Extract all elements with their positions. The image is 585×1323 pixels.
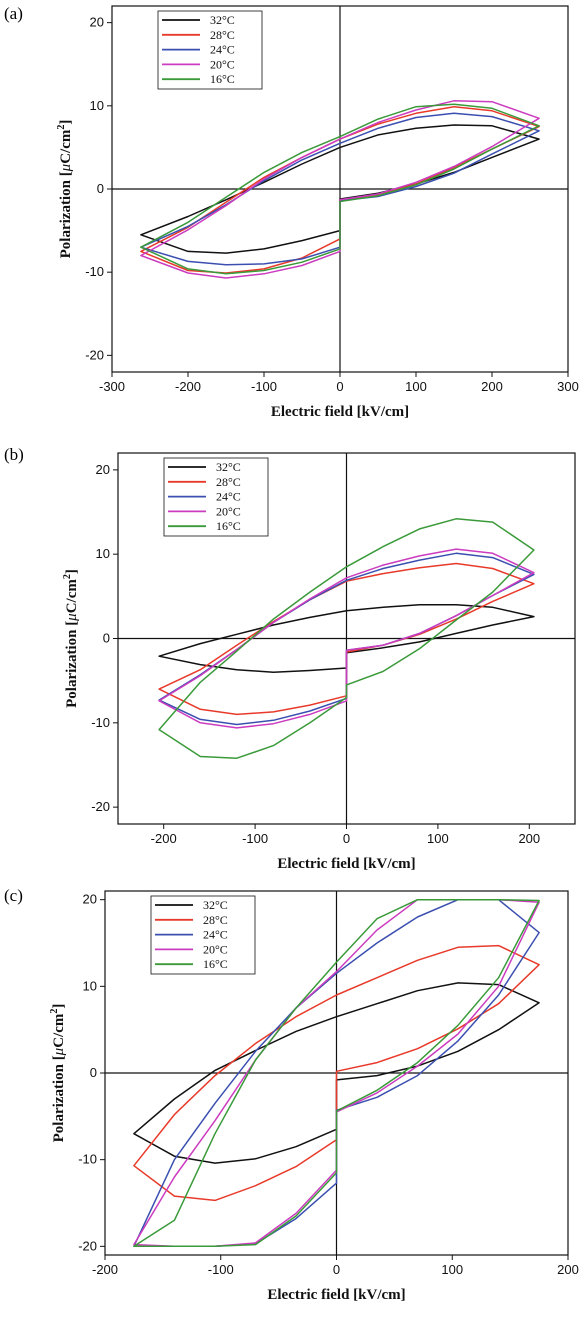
x-tick-label: -200: [151, 831, 177, 846]
x-tick-label: -100: [251, 379, 277, 394]
y-axis-label: Polarization [μC/cm2]: [62, 569, 80, 708]
x-axis-label: Electric field [kV/cm]: [267, 1287, 405, 1303]
legend-entry: 28°C: [216, 475, 241, 489]
y-tick-label: -20: [91, 799, 110, 814]
y-tick-label: 20: [90, 15, 104, 30]
chart-panel-a: (a) -300 -200 -100 0 100 200 300 -20 -10 0 10 20 32°…: [0, 0, 585, 441]
y-tick-label: -20: [78, 1238, 97, 1253]
legend-entry: 28°C: [203, 913, 228, 927]
y-tick-label: 0: [103, 631, 110, 646]
x-tick-label: 100: [427, 831, 449, 846]
x-tick-label: 100: [441, 1262, 463, 1277]
y-tick-label: 10: [90, 98, 104, 113]
legend-entry: 24°C: [210, 43, 235, 57]
x-axis-label: Electric field [kV/cm]: [277, 856, 415, 872]
y-tick-label: 0: [97, 181, 104, 196]
x-tick-label: -200: [175, 379, 201, 394]
y-axis-label-superscript: 2: [49, 1009, 60, 1014]
y-axis-label-close: ]: [64, 569, 80, 574]
legend-entry: 28°C: [210, 28, 235, 42]
legend-entry: 32°C: [203, 898, 228, 912]
series-line: [158, 518, 535, 759]
x-tick-label: 100: [405, 379, 427, 394]
y-axis-label-close: ]: [58, 120, 74, 125]
series-line: [140, 103, 540, 275]
y-axis-label-unit: C/cm: [51, 1013, 67, 1048]
y-axis-label-superscript: 2: [62, 574, 73, 579]
y-tick-label: 10: [96, 546, 110, 561]
y-tick-label: -10: [91, 715, 110, 730]
x-tick-label: -100: [242, 831, 268, 846]
y-tick-label: -10: [78, 1152, 97, 1167]
x-tick-label: -100: [208, 1262, 234, 1277]
legend-entry: 16°C: [216, 519, 241, 533]
x-tick-label: 0: [336, 379, 343, 394]
y-axis-label-superscript: 2: [56, 125, 67, 130]
legend-entry: 24°C: [203, 928, 228, 942]
x-tick-label: -200: [92, 1262, 118, 1277]
y-tick-label: 20: [96, 462, 110, 477]
x-tick-label: 200: [481, 379, 503, 394]
chart-panel-c: (c) -200 -100 0 100 200 -20 -10 0 10 20 32°C 28°C 24…: [0, 882, 585, 1323]
series-line: [133, 944, 540, 1202]
legend-entry: 32°C: [210, 13, 235, 27]
y-axis-label-unit: C/cm: [64, 579, 80, 614]
y-axis-label: Polarization [μC/cm2]: [49, 1004, 67, 1143]
x-tick-label: 300: [557, 379, 579, 394]
legend-entry: 20°C: [203, 942, 228, 956]
x-axis-label: Electric field [kV/cm]: [271, 404, 409, 420]
y-axis-label-unit: C/cm: [58, 129, 74, 164]
x-tick-label: 0: [343, 831, 350, 846]
x-tick-label: 200: [518, 831, 540, 846]
y-axis-label-main: Polarization [: [58, 171, 74, 258]
x-tick-label: -300: [99, 379, 125, 394]
y-axis-label-mu: μ: [58, 163, 74, 172]
y-axis-label-mu: μ: [51, 1047, 67, 1056]
y-axis-label-close: ]: [51, 1004, 67, 1009]
y-axis-label: Polarization [μC/cm2]: [56, 120, 74, 259]
legend-entry: 16°C: [210, 72, 235, 86]
panel-label: (c): [4, 886, 23, 905]
x-tick-label: 200: [557, 1262, 579, 1277]
y-axis-label-main: Polarization [: [64, 621, 80, 708]
panel-label: (a): [4, 4, 23, 23]
panel-label: (b): [4, 445, 24, 464]
legend-entry: 32°C: [216, 460, 241, 474]
legend-entry: 20°C: [210, 57, 235, 71]
y-tick-label: 0: [90, 1065, 97, 1080]
legend-entry: 24°C: [216, 490, 241, 504]
series-line: [133, 898, 540, 1248]
y-tick-label: -10: [85, 264, 104, 279]
y-tick-label: 20: [83, 892, 97, 907]
y-tick-label: -20: [85, 347, 104, 362]
legend-entry: 16°C: [203, 957, 228, 971]
y-axis-label-mu: μ: [64, 613, 80, 622]
series-line: [158, 548, 535, 729]
y-axis-label-main: Polarization [: [51, 1055, 67, 1142]
chart-panel-b: (b) -200 -100 0 100 200 -20 -10 0 10 20 32°C 28°C 24…: [0, 441, 585, 882]
y-tick-label: 10: [83, 978, 97, 993]
x-tick-label: 0: [333, 1262, 340, 1277]
legend-entry: 20°C: [216, 504, 241, 518]
